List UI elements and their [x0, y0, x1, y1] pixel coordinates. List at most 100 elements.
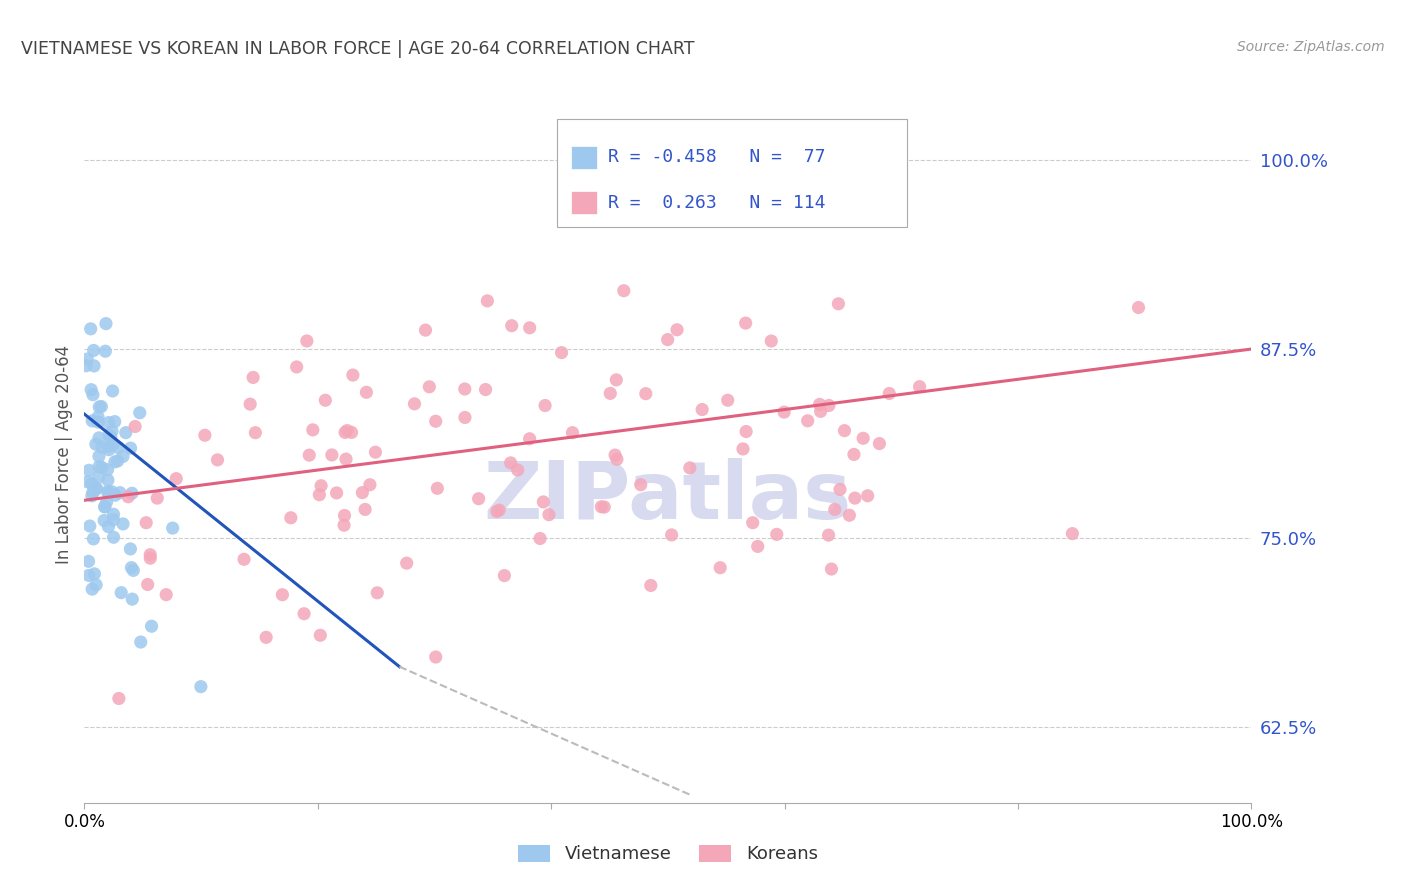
Point: [162, 521, 184, 535]
Point: [761, 334, 783, 348]
Point: [477, 293, 499, 308]
Point: [108, 691, 131, 706]
Point: [844, 491, 866, 505]
Point: [271, 588, 294, 602]
Point: [292, 607, 315, 621]
Point: [97, 519, 120, 533]
Point: [94, 317, 117, 331]
Point: [82, 414, 104, 428]
Point: [165, 472, 187, 486]
Point: [75, 359, 97, 373]
Point: [531, 495, 554, 509]
Point: [89, 400, 111, 414]
Point: [104, 455, 127, 469]
Point: [120, 541, 142, 556]
Point: [735, 425, 758, 439]
Point: [593, 500, 616, 514]
Point: [415, 323, 437, 337]
Point: [101, 424, 124, 438]
Point: [82, 532, 104, 546]
Point: [506, 463, 529, 477]
Point: [117, 490, 139, 504]
Point: [79, 519, 101, 533]
Bar: [571, 146, 596, 169]
Point: [155, 588, 177, 602]
Point: [93, 500, 115, 514]
Point: [747, 540, 769, 554]
Text: ZIPatlas: ZIPatlas: [484, 458, 852, 536]
Point: [86, 481, 108, 495]
Point: [82, 387, 104, 401]
Point: [731, 442, 754, 456]
Point: [97, 486, 120, 500]
Point: [89, 459, 111, 474]
Point: [87, 410, 110, 425]
Point: [103, 530, 125, 544]
Point: [474, 383, 496, 397]
Point: [364, 445, 387, 459]
Point: [325, 486, 347, 500]
Point: [79, 322, 101, 336]
Point: [657, 333, 679, 347]
Point: [838, 508, 860, 523]
Point: [333, 425, 356, 440]
Point: [606, 452, 628, 467]
Point: [519, 432, 541, 446]
Point: [425, 414, 447, 428]
Point: [342, 368, 364, 382]
Point: [103, 508, 125, 522]
Point: [640, 578, 662, 592]
Text: Source: ZipAtlas.com: Source: ZipAtlas.com: [1237, 40, 1385, 54]
Point: [94, 344, 117, 359]
Point: [107, 454, 129, 468]
Point: [104, 488, 127, 502]
Point: [98, 428, 121, 442]
Point: [84, 483, 107, 497]
Point: [242, 370, 264, 384]
Point: [97, 442, 120, 457]
Point: [84, 578, 107, 592]
Point: [245, 425, 267, 440]
Point: [709, 560, 731, 574]
Point: [97, 473, 120, 487]
Point: [96, 463, 118, 477]
Point: [254, 630, 277, 644]
Point: [561, 425, 583, 440]
Point: [280, 510, 302, 524]
Text: VIETNAMESE VS KOREAN IN LABOR FORCE | AGE 20-64 CORRELATION CHART: VIETNAMESE VS KOREAN IN LABOR FORCE | AG…: [21, 40, 695, 58]
Point: [207, 453, 229, 467]
Point: [908, 379, 931, 393]
Point: [354, 502, 377, 516]
Point: [135, 516, 157, 530]
Point: [690, 402, 713, 417]
Point: [139, 551, 162, 566]
Point: [129, 635, 152, 649]
Point: [87, 415, 110, 429]
Point: [613, 284, 636, 298]
Point: [591, 500, 613, 514]
Point: [121, 592, 143, 607]
Point: [679, 461, 702, 475]
Point: [395, 556, 418, 570]
Point: [298, 448, 321, 462]
Point: [810, 404, 832, 418]
Point: [666, 323, 689, 337]
Point: [87, 431, 110, 445]
Point: [91, 460, 114, 475]
Point: [834, 424, 856, 438]
Point: [76, 351, 98, 366]
Point: [454, 410, 477, 425]
Point: [426, 481, 449, 495]
Point: [828, 483, 851, 497]
Point: [550, 345, 572, 359]
Bar: [571, 191, 596, 214]
Point: [107, 441, 129, 455]
Point: [309, 479, 332, 493]
Point: [661, 528, 683, 542]
Point: [84, 437, 107, 451]
Point: [309, 628, 332, 642]
FancyBboxPatch shape: [557, 119, 907, 227]
Point: [534, 399, 557, 413]
Point: [842, 447, 865, 461]
Point: [122, 563, 145, 577]
